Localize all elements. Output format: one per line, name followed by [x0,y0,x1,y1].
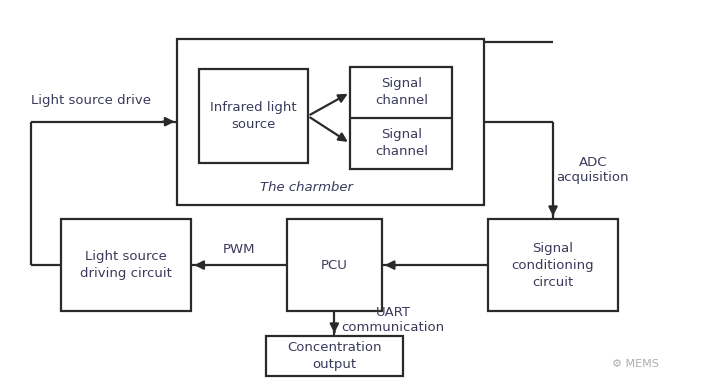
Bar [351,67,452,169]
Bar [198,69,308,163]
Text: Signal
channel: Signal channel [375,77,428,107]
Text: Signal
channel: Signal channel [375,128,428,159]
Text: The charmber: The charmber [260,181,353,194]
Text: ⚙ MEMS: ⚙ MEMS [612,359,659,369]
Bar [488,219,619,311]
Bar [177,39,484,205]
Text: Light source
driving circuit: Light source driving circuit [80,250,172,280]
Text: UART
communication: UART communication [341,306,444,334]
Bar [265,336,403,375]
Text: Concentration
output: Concentration output [287,341,382,371]
Text: Signal
conditioning
circuit: Signal conditioning circuit [512,242,594,289]
Text: PWM: PWM [223,243,255,256]
Text: Infrared light
source: Infrared light source [210,101,296,131]
Bar [287,219,382,311]
Text: PCU: PCU [321,259,348,272]
Bar [61,219,191,311]
Text: ADC
acquisition: ADC acquisition [557,156,629,184]
Text: Light source drive: Light source drive [31,95,151,107]
